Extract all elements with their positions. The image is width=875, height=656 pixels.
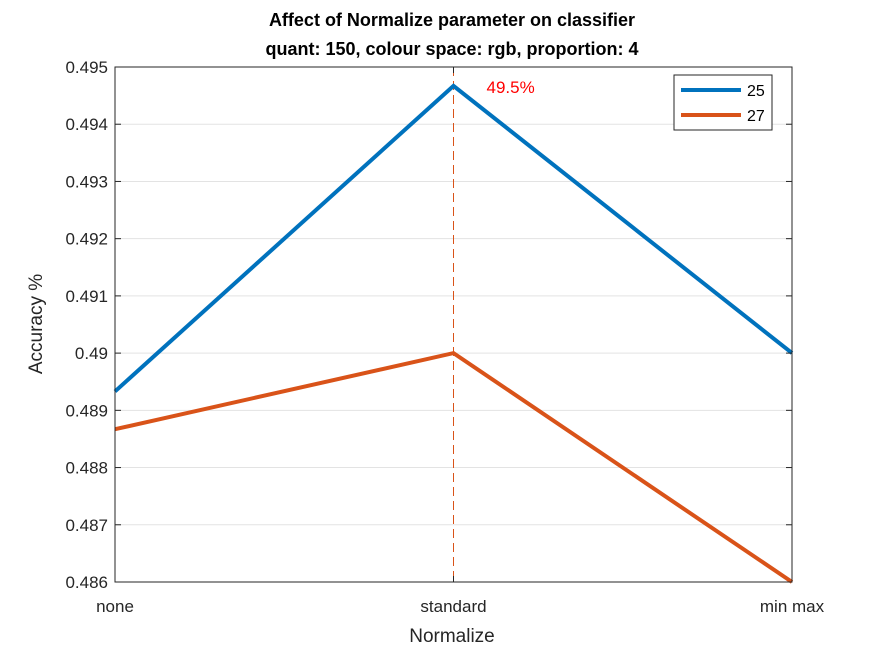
legend-box: [673, 74, 773, 131]
peak-annotation: 49.5%: [487, 78, 535, 97]
y-tick-label: 0.492: [65, 230, 108, 249]
y-tick-label: 0.488: [65, 459, 108, 478]
series-line-27: [114, 350, 794, 584]
x-tick-label: standard: [420, 597, 486, 616]
legend-label-25: 25: [747, 83, 765, 100]
y-tick-label: 0.491: [65, 287, 108, 306]
x-tick-labels: none standard min max: [96, 597, 825, 616]
y-tick-label: 0.495: [65, 58, 108, 77]
legend-label-27: 27: [747, 108, 765, 125]
plot-area: [113, 66, 794, 584]
series-group: [113, 83, 794, 584]
y-tick-label: 0.489: [65, 401, 108, 420]
y-tick-label: 0.494: [65, 115, 108, 134]
series-line-25: [113, 83, 794, 393]
y-tick-label: 0.487: [65, 516, 108, 535]
tick-marks: [114, 66, 793, 583]
x-tick-label: none: [96, 597, 134, 616]
x-tick-label: min max: [760, 597, 825, 616]
y-tick-label: 0.49: [75, 344, 108, 363]
y-tick-labels: 0.486 0.487 0.488 0.489 0.49 0.491 0.492 0.493 0…: [65, 58, 108, 592]
y-tick-label: 0.486: [65, 573, 108, 592]
y-axis-label: Accuracy %: [26, 274, 47, 374]
chart-title: Affect of Normalize parameter on classif…: [269, 10, 635, 30]
y-tick-label: 0.493: [65, 172, 108, 191]
chart-subtitle: quant: 150, colour space: rgb, proportio…: [265, 39, 638, 59]
x-axis-label: Normalize: [409, 626, 495, 647]
